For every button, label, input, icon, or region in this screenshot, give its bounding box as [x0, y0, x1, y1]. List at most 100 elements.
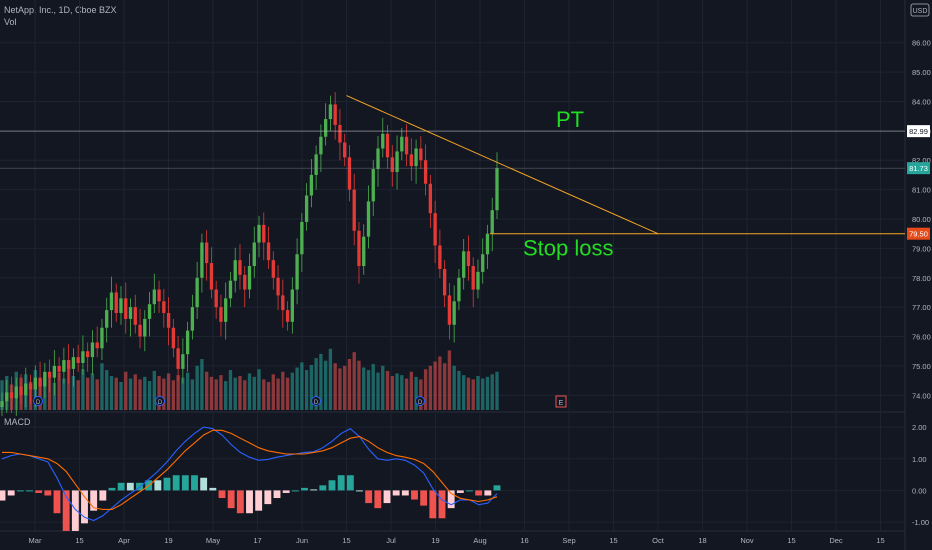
time-tick-label: Aug — [473, 536, 486, 545]
macd-histogram-bar — [35, 490, 43, 493]
macd-tick-label: 1.00 — [912, 455, 927, 464]
candle-body — [86, 351, 90, 358]
volume-bar — [143, 376, 147, 410]
volume-bar — [243, 380, 247, 410]
time-tick-label: 18 — [698, 536, 706, 545]
volume-bar — [81, 369, 85, 410]
candle-body — [366, 201, 371, 237]
volume-bar — [100, 363, 104, 410]
volume-label: Vol — [4, 17, 17, 27]
dividend-marker[interactable] — [155, 396, 165, 406]
candle-body — [204, 242, 209, 264]
volume-bar — [300, 362, 304, 410]
dividend-marker[interactable] — [311, 396, 321, 406]
volume-bar — [395, 373, 399, 410]
candle-body — [395, 151, 399, 172]
candle-body — [66, 360, 71, 369]
macd-histogram-bar — [255, 490, 263, 511]
symbol-title: NetApp, Inc., 1D, Cboe BZX — [4, 5, 117, 15]
volume-bar — [114, 377, 118, 410]
volume-bar — [171, 380, 176, 410]
volume-bar — [319, 353, 323, 410]
candle-body — [100, 327, 104, 349]
price-tick-label: 84.00 — [912, 97, 931, 106]
macd-histogram-bar — [99, 490, 107, 501]
candle-body — [62, 360, 66, 372]
volume-bar — [176, 375, 180, 410]
last-price-label-bg — [907, 162, 930, 175]
candle-body — [447, 295, 452, 325]
macd-histogram-bar — [44, 490, 52, 496]
candle-body — [219, 307, 223, 322]
candle-body — [481, 254, 485, 272]
candle-body — [471, 266, 475, 290]
dividend-marker-label: D — [158, 400, 163, 406]
macd-histogram-bar — [71, 490, 79, 531]
candle-body — [442, 268, 447, 296]
candle-body — [166, 313, 171, 328]
macd-histogram-bar — [392, 490, 400, 496]
macd-histogram-bar — [154, 480, 162, 491]
candle-body — [143, 318, 147, 337]
volume-bar — [485, 376, 490, 410]
candle-body — [24, 383, 28, 396]
candle-body — [371, 169, 375, 202]
macd-label: MACD — [4, 417, 31, 427]
volume-bar — [47, 376, 52, 410]
candle-body — [109, 292, 114, 311]
time-tick-label: 15 — [75, 536, 83, 545]
macd-histogram-bar — [291, 490, 299, 492]
volume-bar — [476, 376, 480, 410]
macd-tick-label: 2.00 — [912, 423, 927, 432]
candle-body — [290, 289, 295, 322]
candle-body — [233, 260, 237, 281]
volume-bar — [66, 365, 71, 410]
candle-body — [33, 377, 37, 390]
candle-body — [343, 142, 347, 158]
volume-bar — [390, 376, 394, 410]
candle-body — [81, 351, 85, 363]
volume-bar — [190, 379, 195, 410]
last-price-label: 81.73 — [909, 164, 928, 173]
macd-histogram-bar — [126, 482, 134, 491]
currency-label: USD — [913, 8, 928, 15]
volume-bar — [481, 378, 485, 410]
earnings-marker[interactable] — [555, 395, 567, 408]
candle-body — [52, 365, 57, 378]
stop-loss-annotation[interactable]: Stop loss — [523, 236, 614, 261]
volume-bar — [323, 360, 328, 410]
candle-body — [228, 280, 233, 299]
volume-bar — [366, 370, 371, 410]
candle-body — [152, 289, 156, 305]
dividend-marker[interactable] — [33, 396, 43, 406]
candle-body — [19, 386, 23, 396]
pt-price-label-bg — [907, 125, 930, 138]
volume-bar — [347, 359, 352, 410]
time-tick-label: 15 — [787, 536, 795, 545]
dividend-marker[interactable] — [415, 396, 425, 406]
candle-body — [190, 307, 195, 331]
price-tick-label: 74.00 — [912, 391, 931, 400]
candle-body — [171, 327, 176, 349]
candle-body — [95, 342, 99, 349]
candle-body — [433, 213, 437, 246]
volume-bar — [371, 364, 375, 410]
volume-bar — [262, 379, 266, 410]
trendline[interactable] — [346, 95, 659, 235]
candle-body — [5, 392, 9, 402]
candle-body — [404, 136, 409, 155]
volume-bar — [490, 374, 494, 410]
macd-histogram-bar — [374, 490, 382, 509]
volume-bar — [252, 376, 256, 410]
macd-histogram-bar — [420, 490, 428, 506]
candle-body — [462, 251, 466, 278]
macd-histogram-bar — [181, 475, 189, 491]
volume-bar — [157, 376, 161, 410]
currency-badge[interactable] — [910, 3, 930, 17]
candle-body — [295, 254, 299, 290]
candle-body — [428, 183, 433, 214]
volume-bar — [214, 379, 218, 410]
pt-annotation[interactable]: PT — [556, 107, 584, 132]
volume-bar — [409, 371, 413, 410]
